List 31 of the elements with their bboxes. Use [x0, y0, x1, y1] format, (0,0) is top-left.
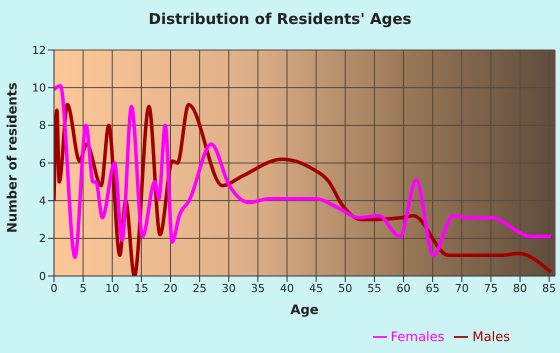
x-tick-label: 5 [80, 282, 87, 295]
y-tick-label: 12 [32, 44, 46, 57]
chart-title: Distribution of Residents' Ages [148, 10, 412, 28]
x-tick-label: 15 [134, 282, 148, 295]
x-tick-label: 25 [192, 282, 207, 295]
y-tick-label: 2 [39, 232, 46, 246]
y-tick-label: 4 [39, 194, 46, 208]
x-tick-label: 75 [484, 282, 498, 295]
x-tick-label: 70 [454, 282, 469, 295]
x-tick-label: 20 [164, 282, 178, 295]
x-tick-label: 80 [513, 282, 528, 295]
x-tick-label: 30 [222, 282, 236, 295]
x-tick-label: 85 [542, 282, 556, 295]
y-tick-label: 6 [39, 156, 46, 170]
x-tick-label: 35 [250, 282, 265, 295]
x-tick-label: 10 [105, 282, 120, 295]
x-tick-label: 55 [367, 282, 382, 295]
y-tick-label: 10 [32, 82, 46, 95]
legend-label: Males [472, 330, 510, 345]
x-axis-title: Age [290, 303, 319, 318]
y-tick-label: 8 [39, 119, 46, 132]
x-tick-label: 65 [426, 282, 440, 295]
line-series [54, 84, 553, 259]
x-tick-label: 40 [280, 282, 294, 295]
x-tick-label: 60 [396, 282, 411, 295]
x-tick-label: 50 [338, 282, 352, 295]
y-tick-label: 0 [39, 270, 46, 283]
y-axis-title: Number of residents [6, 82, 21, 233]
legend-label: Females [390, 330, 444, 345]
x-tick-label: 45 [309, 282, 324, 295]
x-tick-label: 0 [50, 282, 58, 295]
